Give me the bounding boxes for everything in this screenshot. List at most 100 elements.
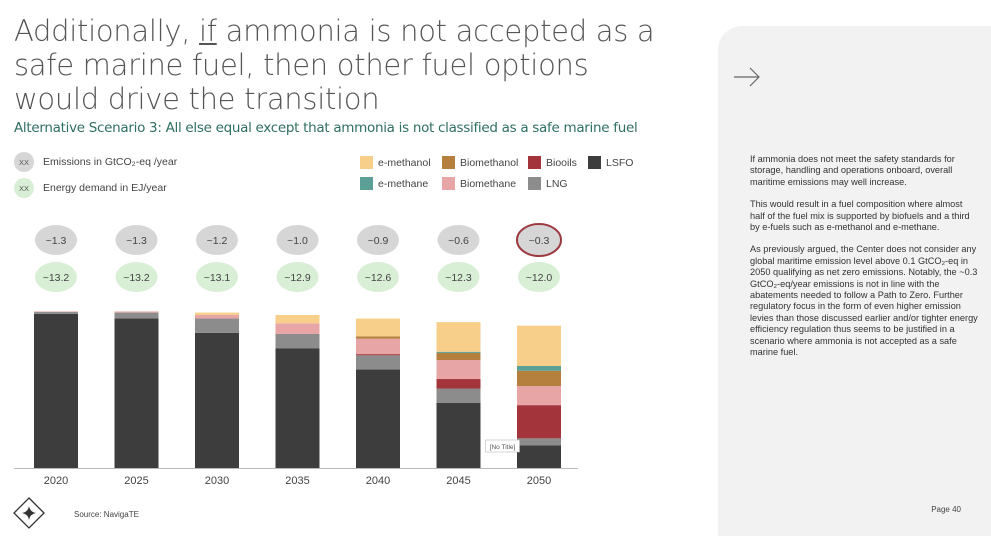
- energy-bubble: [35, 262, 77, 292]
- annotation-box: [485, 439, 520, 453]
- energy-bubble: [115, 262, 158, 292]
- energy-label: ~13.1: [204, 272, 231, 284]
- x-tick-label: 2030: [205, 475, 229, 487]
- annotation-label: [No Title]: [490, 444, 516, 451]
- legend-label: Biomethane: [460, 177, 517, 190]
- bar-segment-biooils-2040: [356, 354, 400, 356]
- energy-bubble: [276, 262, 319, 292]
- legend-item-lng: LNG: [528, 177, 588, 190]
- energy-bubble: [437, 262, 480, 292]
- bar-segment-e-methanol-2045: [436, 322, 481, 352]
- legend-item-e-methane: e-methane: [360, 177, 442, 190]
- x-tick-label: 2040: [366, 475, 390, 487]
- bar-segment-biomethanol-2040: [356, 336, 400, 339]
- emissions-bubble: [518, 225, 560, 255]
- legend-swatch: [360, 156, 373, 169]
- bar-segment-lng-2040: [356, 355, 400, 370]
- emissions-label: ~1.2: [207, 235, 228, 247]
- bar-segment-biomethane-2040: [356, 338, 400, 355]
- commentary-text: If ammonia does not meet the safety stan…: [750, 154, 978, 370]
- emissions-label: ~0.9: [368, 235, 389, 247]
- emissions-label: ~0.3: [529, 235, 550, 247]
- source-note: Source: NavigaTE: [74, 510, 139, 519]
- legend-label: LNG: [546, 177, 568, 190]
- x-tick-label: 2035: [285, 475, 309, 487]
- emissions-bubble: [196, 225, 238, 255]
- legend-label: Biooils: [546, 156, 577, 169]
- bar-segment-biomethanol-2045: [436, 352, 481, 361]
- bar-segment-biooils-2045: [436, 379, 481, 389]
- stacked-bar-chart: ~1.3 ~13.2 2020 ~1.3 ~13.2 2025 ~1.2 ~13.1 2030 ~…: [14, 223, 578, 487]
- energy-badge: XX: [14, 178, 34, 198]
- bar-segment-biomethane-2045: [436, 360, 481, 380]
- legend-label: e-methanol: [378, 156, 431, 169]
- emissions-label: ~1.0: [287, 235, 308, 247]
- bar-segment-lsfo-2030: [195, 332, 239, 468]
- series-legend: e-methanol Biomethanol Biooils LSFO e-methan…: [360, 156, 650, 190]
- page-number: Page 40: [931, 505, 961, 514]
- arrow-right-icon: [732, 62, 762, 92]
- legend-swatch: [528, 177, 541, 190]
- legend-swatch: [442, 156, 455, 169]
- legend-item-biomethanol: Biomethanol: [442, 156, 528, 169]
- emissions-badge: XX: [14, 152, 34, 172]
- bar-segment-e-methanol-2030: [195, 312, 239, 315]
- legend-swatch: [528, 156, 541, 169]
- legend-label: Biomethanol: [460, 156, 519, 169]
- chart-subtitle: Alternative Scenario 3: All else equal e…: [14, 120, 638, 136]
- bar-segment-lsfo-2045: [436, 402, 481, 468]
- bar-segment-biomethane-2020: [34, 311, 78, 313]
- emissions-label: ~1.3: [46, 235, 67, 247]
- bar-segment-lsfo-2050: [517, 445, 561, 468]
- bar-segment-biooils-2050: [517, 405, 561, 439]
- legend-swatch: [442, 177, 455, 190]
- legend-energy-label: Energy demand in EJ/year: [43, 182, 167, 194]
- emissions-label: ~1.3: [126, 235, 147, 247]
- commentary-paragraph-2: This would result in a fuel composition …: [750, 199, 970, 233]
- bar-segment-lng-2045: [436, 388, 481, 403]
- energy-label: ~12.0: [526, 272, 553, 284]
- energy-bubble: [357, 262, 399, 292]
- emissions-bubble: [437, 225, 480, 255]
- emissions-bubble: [357, 225, 399, 255]
- energy-bubble: [196, 262, 238, 292]
- x-tick-label: 2050: [527, 475, 551, 487]
- bar-segment-e-methane-2050: [517, 365, 561, 371]
- emissions-bubble: [276, 225, 319, 255]
- legend-label: e-methane: [378, 177, 429, 190]
- highlight-ring: [516, 223, 562, 257]
- legend-item-lsfo: LSFO: [588, 156, 638, 169]
- emissions-bubble: [35, 225, 77, 255]
- energy-label: ~13.2: [43, 272, 70, 284]
- legend-item-e-methanol: e-methanol: [360, 156, 442, 169]
- bar-segment-biomethanol-2050: [517, 370, 561, 387]
- x-tick-label: 2020: [44, 475, 68, 487]
- x-tick-label: 2045: [446, 475, 470, 487]
- energy-label: ~13.2: [123, 272, 150, 284]
- bar-segment-lng-2025: [114, 312, 159, 319]
- legend-item-biomethane: Biomethane: [442, 177, 528, 190]
- legend-swatch: [360, 177, 373, 190]
- bar-segment-biomethane-2025: [114, 311, 159, 313]
- x-tick-label: 2025: [124, 475, 148, 487]
- legend-item-biooils: Biooils: [528, 156, 588, 169]
- bar-segment-biomethane-2035: [275, 323, 320, 334]
- emissions-label: ~0.6: [448, 235, 469, 247]
- bar-segment-lng-2020: [34, 312, 78, 314]
- energy-label: ~12.9: [284, 272, 311, 284]
- bar-segment-biomethane-2050: [517, 386, 561, 406]
- bar-segment-e-methane-2045: [436, 351, 481, 353]
- bar-segment-e-methanol-2050: [517, 325, 561, 366]
- bar-segment-lsfo-2040: [356, 369, 400, 468]
- energy-label: ~12.6: [365, 272, 392, 284]
- energy-bubble: [518, 262, 560, 292]
- bar-segment-lsfo-2020: [34, 313, 78, 468]
- bar-segment-e-methanol-2035: [275, 314, 320, 324]
- energy-label: ~12.3: [445, 272, 472, 284]
- commentary-panel: If ammonia does not meet the safety stan…: [718, 26, 991, 536]
- legend-swatch: [588, 156, 601, 169]
- bar-segment-lsfo-2035: [275, 348, 320, 468]
- emissions-bubble: [115, 225, 158, 255]
- commentary-paragraph-1: If ammonia does not meet the safety stan…: [750, 154, 955, 187]
- bar-segment-biomethane-2030: [195, 314, 239, 319]
